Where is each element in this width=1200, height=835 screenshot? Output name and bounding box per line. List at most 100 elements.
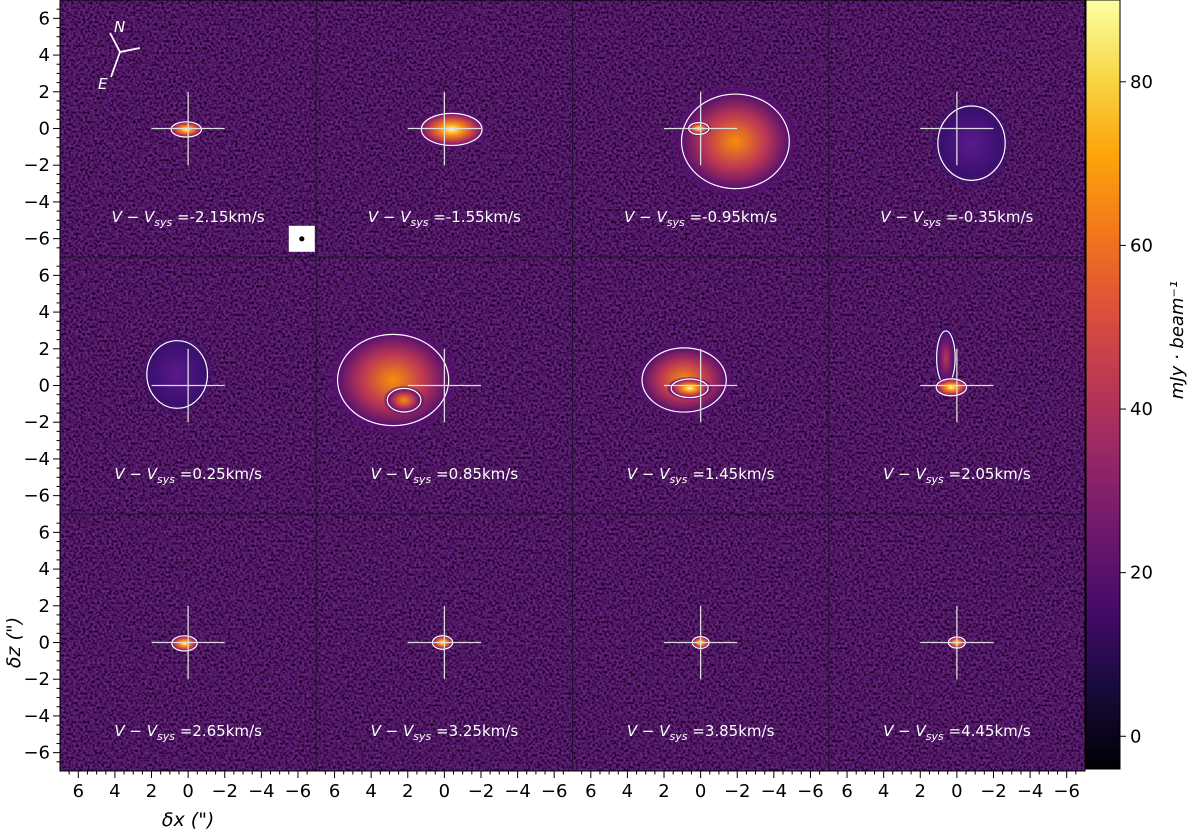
colorbar-tick-label: 60 <box>1130 235 1153 256</box>
velocity-label: V − Vsys =2.65km/s <box>114 722 262 743</box>
channel-panel: V − Vsys =3.85km/s <box>572 514 829 771</box>
x-tick-label: 2 <box>146 781 157 802</box>
x-tick-label: 0 <box>951 781 962 802</box>
emission-contour <box>937 105 1006 181</box>
x-tick-label: −4 <box>1017 781 1044 802</box>
channel-panel: V − Vsys =3.25km/s <box>316 514 573 771</box>
x-tick-label: 0 <box>182 781 193 802</box>
x-tick-label: −2 <box>468 781 495 802</box>
channel-panel: V − Vsys =4.45km/s <box>828 514 1085 771</box>
channel-panel: V − Vsys =0.25km/s <box>60 257 317 514</box>
channel-panel: V − Vsys =-2.15km/s <box>60 0 317 257</box>
velocity-label: V − Vsys =0.25km/s <box>114 465 262 486</box>
velocity-label: V − Vsys =-1.55km/s <box>368 208 521 229</box>
y-tick-label: 0 <box>39 633 50 654</box>
velocity-label: V − Vsys =0.85km/s <box>371 465 519 486</box>
channel-panel: V − Vsys =-0.95km/s <box>572 0 829 257</box>
emission-blob <box>383 385 426 415</box>
emission-contour <box>420 112 483 147</box>
velocity-label: V − Vsys =3.25km/s <box>371 722 519 743</box>
y-tick-label: −4 <box>23 449 50 470</box>
compass-north-label: N <box>114 18 125 36</box>
x-tick-label: 6 <box>329 781 340 802</box>
y-tick-label: −2 <box>23 412 50 433</box>
x-tick-label: −2 <box>980 781 1007 802</box>
y-tick-label: 6 <box>39 265 50 286</box>
colorbar-tick-label: 40 <box>1130 399 1153 420</box>
emission-blob <box>932 376 971 398</box>
emission-contour <box>171 635 198 652</box>
y-tick-label: 0 <box>39 376 50 397</box>
x-tick-label: −6 <box>1053 781 1080 802</box>
y-tick-label: −6 <box>23 486 50 507</box>
y-tick-label: 2 <box>39 82 50 103</box>
x-tick-label: 6 <box>585 781 596 802</box>
velocity-label: V − Vsys =-0.95km/s <box>624 208 777 229</box>
x-tick-label: −2 <box>724 781 751 802</box>
x-tick-label: 0 <box>695 781 706 802</box>
channel-panel: V − Vsys =-0.35km/s <box>828 0 1085 257</box>
channel-panel: V − Vsys =1.45km/s <box>572 257 829 514</box>
colorbar-tick-label: 20 <box>1130 563 1153 584</box>
emission-contour <box>170 121 203 138</box>
y-axis-label: δz (") <box>3 617 25 668</box>
x-tick-label: −6 <box>541 781 568 802</box>
emission-contour <box>146 340 209 409</box>
x-tick-label: −6 <box>285 781 312 802</box>
x-tick-label: 2 <box>915 781 926 802</box>
y-tick-label: 2 <box>39 596 50 617</box>
emission-blob <box>167 119 206 139</box>
y-tick-label: −6 <box>23 229 50 250</box>
y-tick-label: 4 <box>39 559 50 580</box>
x-tick-label: 4 <box>365 781 376 802</box>
colorbar-tick-label: 80 <box>1130 72 1153 93</box>
channel-panel: V − Vsys =0.85km/s <box>316 257 573 514</box>
emission-blob <box>929 96 1014 190</box>
x-axis-label: δx (") <box>162 809 214 831</box>
compass-ref-arrow <box>119 47 141 53</box>
y-tick-label: −4 <box>23 706 50 727</box>
x-tick-label: 6 <box>73 781 84 802</box>
emission-blob <box>666 376 713 400</box>
emission-contour <box>680 93 790 190</box>
y-tick-label: −6 <box>23 743 50 764</box>
y-tick-label: 6 <box>39 8 50 29</box>
panel-grid: V − Vsys =-2.15km/s V − Vsys =-1.55km/s V … <box>60 0 1085 771</box>
x-tick-label: −4 <box>504 781 531 802</box>
compass-east-arrow <box>110 51 121 78</box>
emission-contour <box>670 378 709 399</box>
emission-blob <box>139 332 216 417</box>
emission-contour <box>641 347 727 413</box>
velocity-label: V − Vsys =-0.35km/s <box>880 208 1033 229</box>
x-tick-label: 6 <box>841 781 852 802</box>
channel-panel: V − Vsys =2.05km/s <box>828 257 1085 514</box>
emission-blob <box>668 82 803 201</box>
y-tick-label: 2 <box>39 339 50 360</box>
colorbar: 0 20 40 60 80 mJy · beam⁻¹ <box>1085 0 1188 770</box>
emission-contour <box>935 378 968 397</box>
y-tick-label: 4 <box>39 302 50 323</box>
emission-contour <box>386 387 422 413</box>
axes: 6 4 2 0 −2 −4 −6 6 4 2 0 −2 −4 −6 6 4 2 0 −2 −4 −6 6 4 2 0 −2 −4 −6… <box>3 0 1086 831</box>
y-tick-label: 6 <box>39 522 50 543</box>
colorbar-label: mJy · beam⁻¹ <box>1167 281 1188 399</box>
compass-north-arrow <box>109 32 121 53</box>
channel-panel: V − Vsys =2.65km/s <box>60 514 317 771</box>
emission-blob <box>168 633 201 653</box>
x-tick-label: −4 <box>248 781 275 802</box>
y-tick-label: 0 <box>39 119 50 140</box>
x-tick-label: 4 <box>622 781 633 802</box>
colorbar-gradient <box>1085 0 1121 770</box>
y-tick-label: −2 <box>23 669 50 690</box>
velocity-label: V − Vsys =2.05km/s <box>883 465 1031 486</box>
emission-blob <box>934 324 958 392</box>
velocity-label: V − Vsys =1.45km/s <box>627 465 775 486</box>
x-tick-label: −4 <box>761 781 788 802</box>
channel-panel: V − Vsys =-1.55km/s <box>316 0 573 257</box>
y-tick-label: −4 <box>23 192 50 213</box>
y-tick-label: 4 <box>39 45 50 66</box>
x-tick-label: −2 <box>211 781 238 802</box>
velocity-label: V − Vsys =-2.15km/s <box>112 208 265 229</box>
x-tick-label: −6 <box>797 781 824 802</box>
